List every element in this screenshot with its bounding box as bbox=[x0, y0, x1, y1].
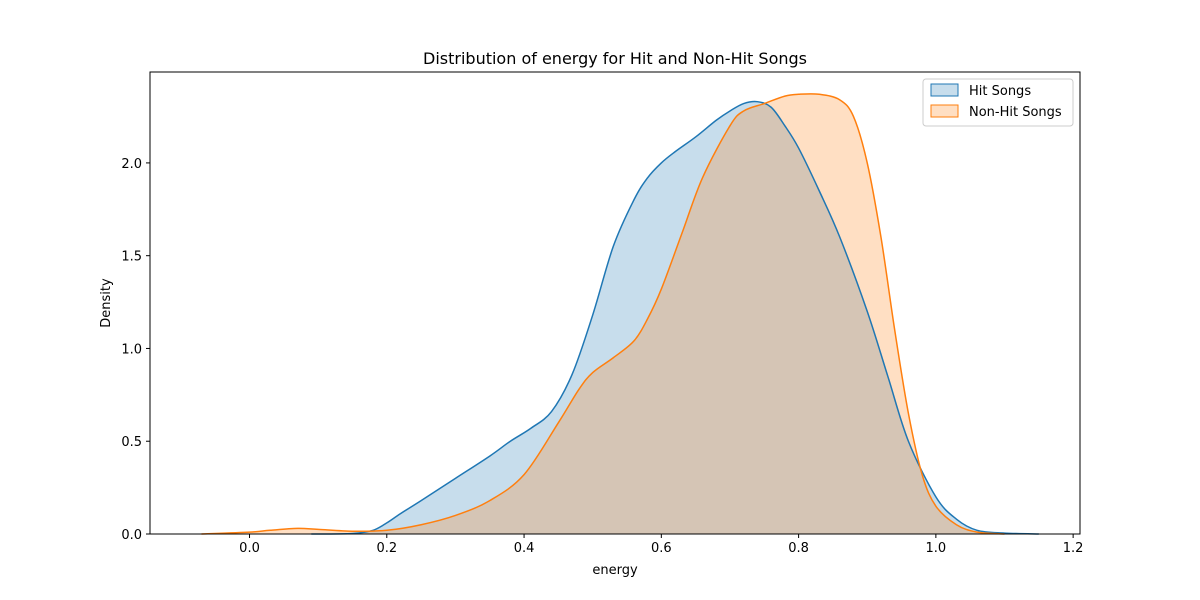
plot-area bbox=[201, 93, 1039, 535]
x-tick-label: 0.8 bbox=[788, 541, 809, 556]
x-tick-label: 0.6 bbox=[651, 541, 672, 556]
y-tick-label: 0.5 bbox=[121, 435, 142, 450]
density-line-non-hit-songs bbox=[201, 93, 1005, 535]
x-axis: 0.0 0.2 0.4 0.6 0.8 1.0 1.2 bbox=[239, 534, 1083, 556]
x-tick-label: 0.2 bbox=[376, 541, 397, 556]
y-tick-label: 0.0 bbox=[121, 528, 142, 543]
legend-label-non-hit-songs: Non-Hit Songs bbox=[969, 105, 1062, 120]
plot-frame bbox=[149, 71, 1081, 535]
y-tick-label: 1.0 bbox=[121, 342, 142, 357]
legend-swatch-hit-songs bbox=[930, 83, 959, 97]
legend: Hit Songs Non-Hit Songs bbox=[922, 78, 1074, 127]
x-tick-label: 0.4 bbox=[514, 541, 535, 556]
y-axis: 0.0 0.5 1.0 1.5 2.0 bbox=[121, 157, 150, 543]
legend-box bbox=[922, 78, 1074, 127]
legend-label-hit-songs: Hit Songs bbox=[969, 84, 1031, 99]
chart-title: Distribution of energy for Hit and Non-H… bbox=[423, 49, 807, 68]
density-line-hit-songs bbox=[311, 100, 1039, 535]
x-tick-label: 1.2 bbox=[1063, 541, 1084, 556]
x-tick-label: 0.0 bbox=[239, 541, 260, 556]
y-tick-label: 2.0 bbox=[121, 157, 142, 172]
x-tick-label: 1.0 bbox=[926, 541, 947, 556]
y-axis-label: Density bbox=[99, 278, 114, 328]
x-axis-label: energy bbox=[592, 563, 638, 578]
density-area-hit-songs bbox=[311, 101, 1039, 534]
legend-swatch-non-hit-songs bbox=[930, 104, 959, 118]
y-tick-label: 1.5 bbox=[121, 250, 142, 265]
density-area-non-hit-songs bbox=[201, 93, 1005, 535]
